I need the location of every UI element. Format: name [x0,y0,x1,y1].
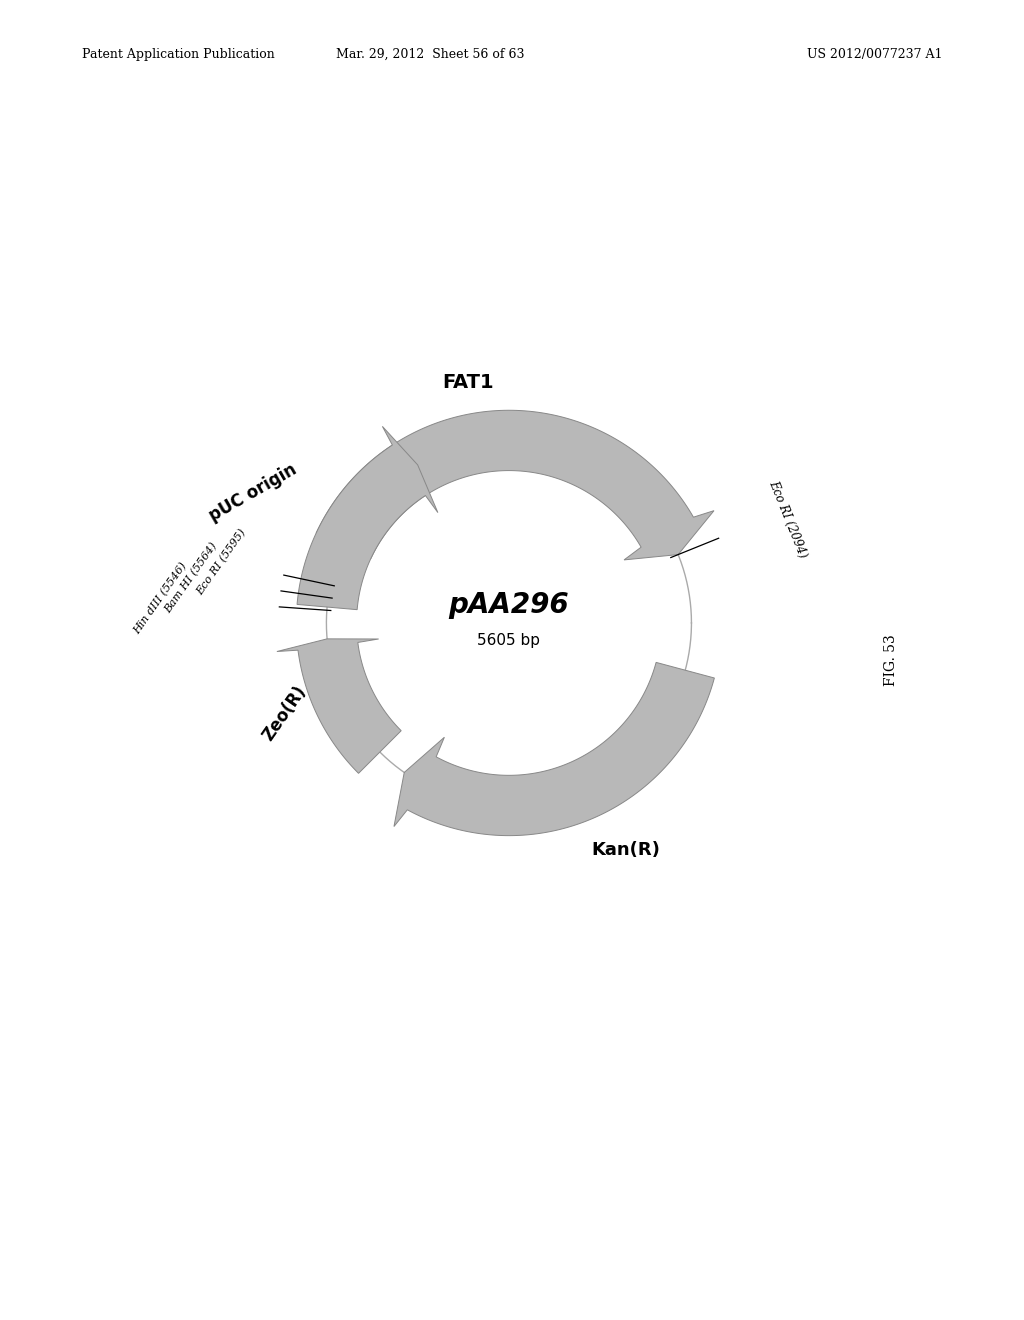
Text: Kan(R): Kan(R) [592,841,660,859]
Text: Bam HI (5564): Bam HI (5564) [163,541,219,615]
Polygon shape [394,663,715,836]
Text: Hin dIII (5546): Hin dIII (5546) [132,561,189,636]
Text: Zeo(R): Zeo(R) [259,682,310,744]
Text: pUC origin: pUC origin [207,461,300,525]
Text: 5605 bp: 5605 bp [477,632,541,648]
Polygon shape [276,639,401,774]
Text: pAA296: pAA296 [449,591,569,619]
Polygon shape [316,411,714,560]
Text: FAT1: FAT1 [442,374,495,392]
Text: FIG. 53: FIG. 53 [884,634,898,686]
Text: US 2012/0077237 A1: US 2012/0077237 A1 [807,48,942,61]
Text: Mar. 29, 2012  Sheet 56 of 63: Mar. 29, 2012 Sheet 56 of 63 [336,48,524,61]
Text: Patent Application Publication: Patent Application Publication [82,48,274,61]
Polygon shape [297,426,438,610]
Text: Eco RI (5595): Eco RI (5595) [196,527,249,597]
Text: Eco RI (2094): Eco RI (2094) [766,478,809,560]
